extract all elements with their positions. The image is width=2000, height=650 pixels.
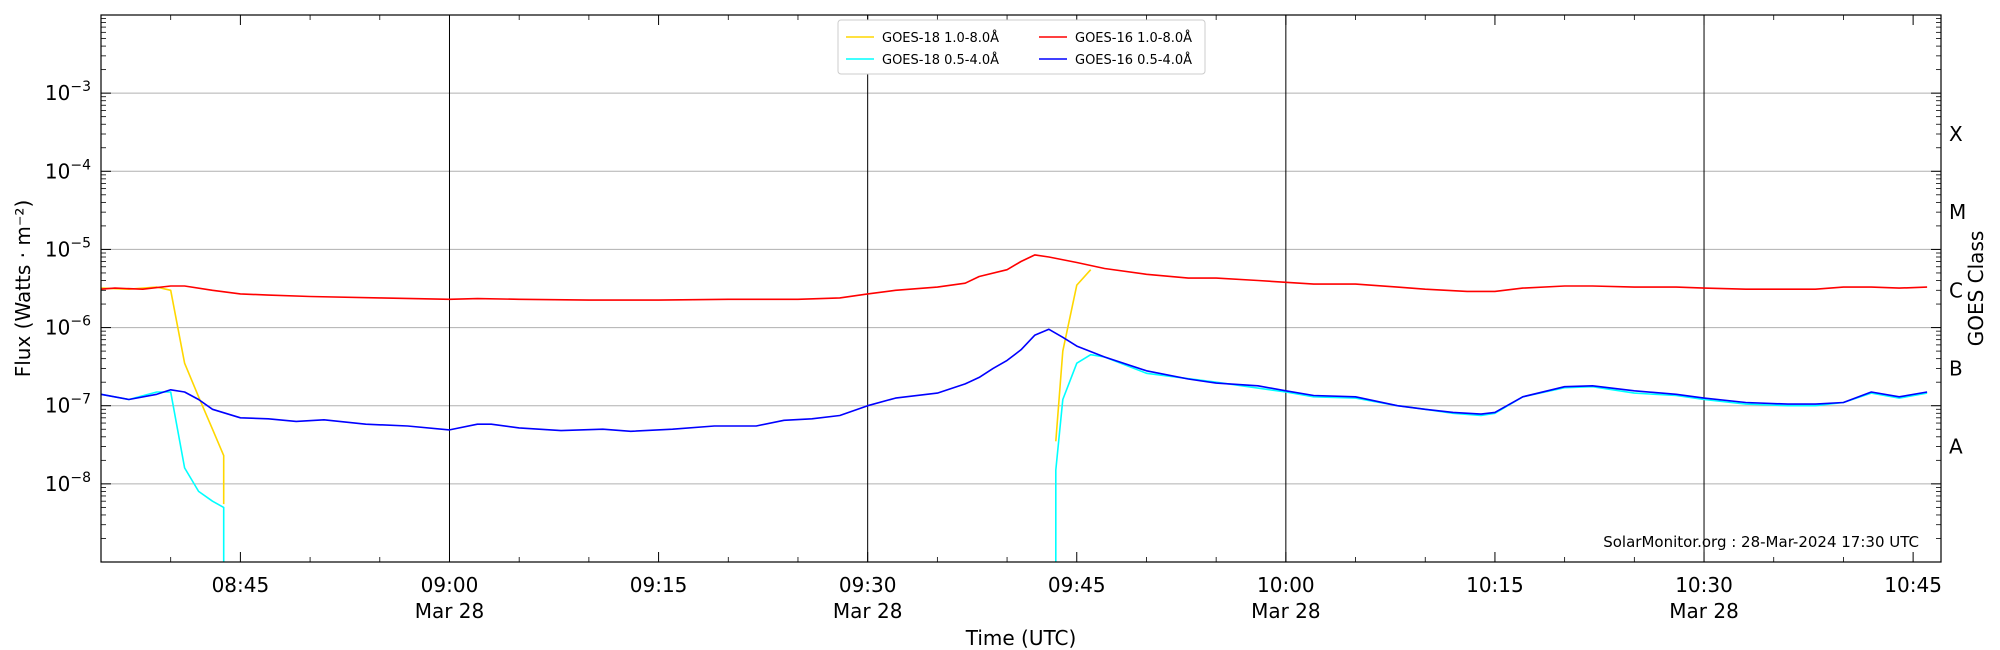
x-tick-label: 09:30 xyxy=(839,573,897,597)
series-line-0 xyxy=(100,286,225,505)
grid-lines xyxy=(101,92,1941,485)
x-tick-label: 08:45 xyxy=(212,573,270,597)
credit-text: SolarMonitor.org : 28-Mar-2024 17:30 UTC xyxy=(1603,533,1919,551)
x-tick-label: 10:00 xyxy=(1257,573,1315,597)
series-lines xyxy=(100,254,1928,562)
goes-class-label: A xyxy=(1949,435,1963,459)
x-tick-sublabel: Mar 28 xyxy=(1251,599,1321,623)
y-tick-labels: 10−8 10−7 10−6 10−5 10−4 10−3 xyxy=(45,79,91,496)
legend-box xyxy=(837,19,1206,75)
y-tick-label: 10−6 xyxy=(45,314,91,340)
legend: GOES-18 1.0-8.0Å GOES-16 1.0-8.0Å GOES-18 … xyxy=(837,19,1206,75)
y-tick-label: 10−3 xyxy=(45,79,91,105)
plot-frame xyxy=(100,14,1942,563)
x-tick-label: 10:30 xyxy=(1675,573,1733,597)
goes-class-labels: A B C M X xyxy=(1949,122,1966,459)
goes-class-label: X xyxy=(1949,122,1963,146)
y-tick-label: 10−5 xyxy=(45,235,91,261)
series-line-2 xyxy=(1055,353,1928,562)
x-tick-label: 09:15 xyxy=(630,573,688,597)
series-line-2 xyxy=(100,391,225,562)
x-axis-title: Time (UTC) xyxy=(965,626,1077,650)
series-line-0 xyxy=(1055,269,1092,442)
axis-ticks xyxy=(100,15,1941,562)
y-tick-label: 10−8 xyxy=(45,470,91,496)
y-tick-label: 10−4 xyxy=(45,157,91,183)
x-tick-label: 09:45 xyxy=(1048,573,1106,597)
legend-label: GOES-18 0.5-4.0Å xyxy=(882,52,999,68)
y-axis-title: Flux (Watts · m⁻²) xyxy=(11,200,35,378)
x-tick-label: 09:00 xyxy=(421,573,479,597)
series-line-3 xyxy=(100,328,1928,433)
legend-label: GOES-16 1.0-8.0Å xyxy=(1075,30,1192,46)
x-tick-sublabel: Mar 28 xyxy=(415,599,485,623)
y-tick-label: 10−7 xyxy=(45,392,91,418)
goes-class-label: M xyxy=(1949,200,1966,224)
legend-label: GOES-18 1.0-8.0Å xyxy=(882,30,999,46)
legend-label: GOES-16 0.5-4.0Å xyxy=(1075,52,1192,68)
x-tick-label: 10:45 xyxy=(1884,573,1942,597)
goes-class-label: B xyxy=(1949,356,1963,380)
series-line-1 xyxy=(100,254,1928,301)
goes-class-label: C xyxy=(1949,278,1963,302)
x-tick-label: 10:15 xyxy=(1466,573,1524,597)
right-axis-title: GOES Class xyxy=(1964,231,1988,347)
x-tick-sublabel: Mar 28 xyxy=(1669,599,1739,623)
x-tick-sublabel: Mar 28 xyxy=(833,599,903,623)
